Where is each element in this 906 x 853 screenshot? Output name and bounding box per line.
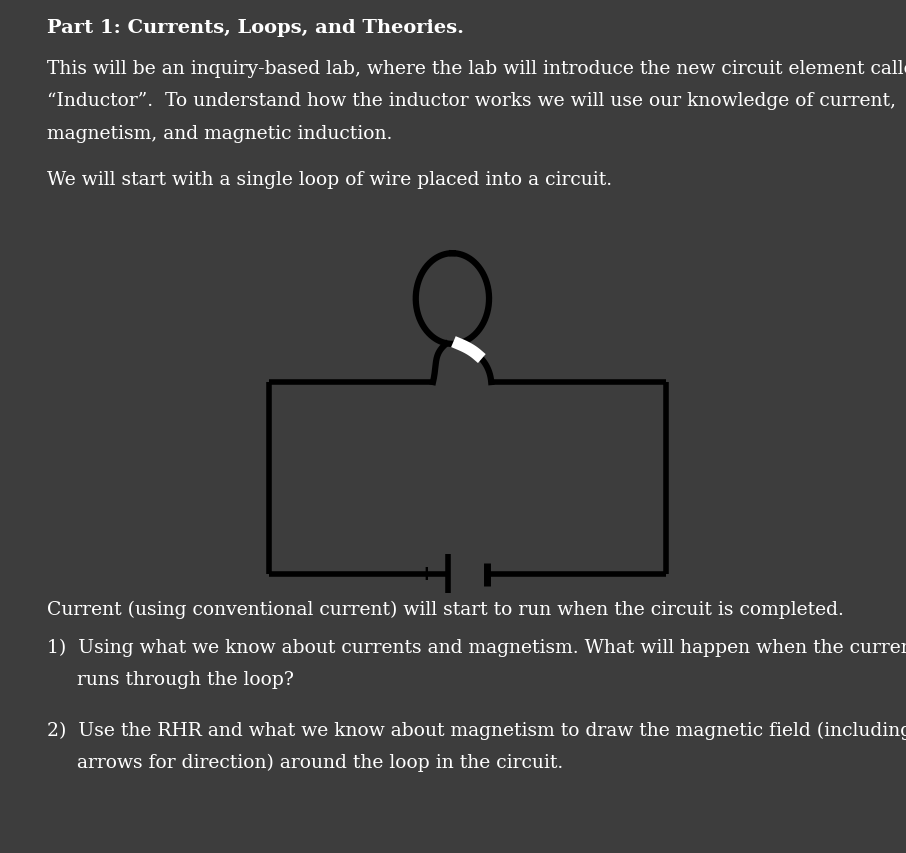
- Text: −: −: [497, 563, 515, 583]
- Text: magnetism, and magnetic induction.: magnetism, and magnetic induction.: [47, 125, 392, 142]
- Text: 1)  Using what we know about currents and magnetism. What will happen when the c: 1) Using what we know about currents and…: [47, 638, 906, 656]
- Text: “Inductor”.  To understand how the inductor works we will use our knowledge of c: “Inductor”. To understand how the induct…: [47, 92, 896, 110]
- Text: +: +: [418, 563, 436, 583]
- Text: 2)  Use the RHR and what we know about magnetism to draw the magnetic field (inc: 2) Use the RHR and what we know about ma…: [47, 721, 906, 739]
- Text: This will be an inquiry-based lab, where the lab will introduce the new circuit : This will be an inquiry-based lab, where…: [47, 60, 906, 78]
- Text: runs through the loop?: runs through the loop?: [47, 670, 294, 688]
- Text: We will start with a single loop of wire placed into a circuit.: We will start with a single loop of wire…: [47, 171, 612, 189]
- Text: Current (using conventional current) will start to run when the circuit is compl: Current (using conventional current) wil…: [47, 601, 844, 618]
- Text: Part 1: Currents, Loops, and Theories.: Part 1: Currents, Loops, and Theories.: [47, 19, 464, 37]
- Text: arrows for direction) around the loop in the circuit.: arrows for direction) around the loop in…: [47, 753, 564, 771]
